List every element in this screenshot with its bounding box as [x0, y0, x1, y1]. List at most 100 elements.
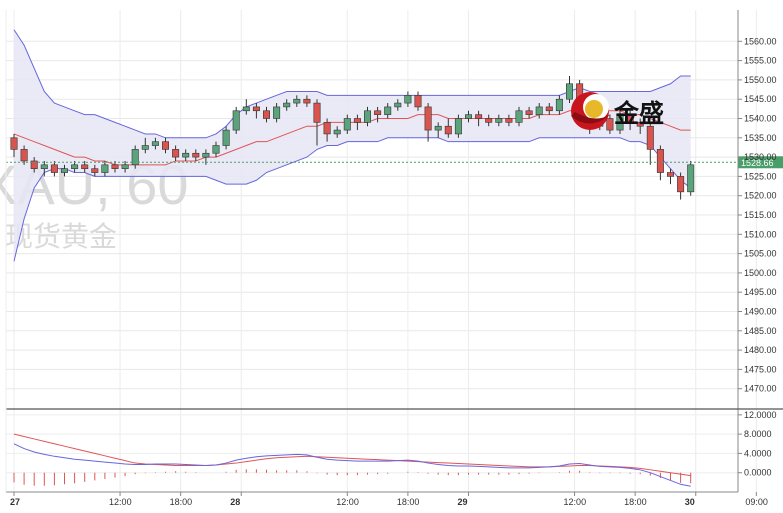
candle-body — [666, 172, 674, 177]
y-tick-label: 1495.00 — [744, 287, 777, 297]
candle — [424, 103, 432, 142]
lower-band-line — [13, 137, 692, 262]
candle — [151, 137, 159, 150]
y-tick-label: 1560.00 — [744, 36, 777, 46]
candle — [677, 172, 685, 200]
candle-body — [555, 98, 563, 112]
x-tick-label: 12:00 — [564, 497, 587, 507]
candle-body — [505, 118, 513, 123]
candle-body — [81, 164, 89, 169]
macd-y-tick-label: 4.0000 — [744, 448, 772, 458]
candle-body — [212, 145, 220, 154]
candle-body — [343, 118, 351, 131]
candle — [646, 122, 654, 165]
candle — [162, 137, 170, 154]
y-tick-label: 1540.00 — [744, 114, 777, 124]
y-tick-label: 1500.00 — [744, 268, 777, 278]
candle-body — [525, 110, 533, 115]
candle-body — [222, 129, 230, 146]
candle — [616, 106, 624, 134]
candle-body — [454, 118, 462, 135]
candle — [475, 110, 483, 127]
y-tick-label: 1470.00 — [744, 384, 777, 394]
candle — [172, 145, 180, 161]
x-tick-label: 29 — [458, 497, 468, 507]
candle-body — [91, 168, 99, 173]
jinsheng-logo: 金盛 — [571, 92, 664, 130]
candle — [515, 106, 523, 127]
candle-body — [232, 110, 240, 131]
candle — [81, 160, 89, 173]
candle-body — [687, 164, 695, 193]
candle-body — [121, 164, 129, 169]
x-tick-label: 28 — [230, 497, 240, 507]
candle — [212, 141, 220, 158]
candle-body — [71, 164, 79, 169]
candle-body — [606, 118, 614, 131]
band-fill — [14, 29, 691, 262]
candle-body — [545, 106, 553, 112]
y-tick-label: 1480.00 — [744, 345, 777, 355]
candle-body — [40, 164, 48, 169]
candle — [394, 99, 402, 111]
candle-body — [394, 102, 402, 108]
candle-body — [242, 106, 250, 112]
candle-body — [50, 164, 58, 173]
y-tick-label: 1525.00 — [744, 171, 777, 181]
macd-y-tick-label: 8.0000 — [744, 429, 772, 439]
candle-body — [475, 114, 483, 119]
candle — [333, 126, 341, 138]
candle — [242, 99, 250, 115]
y-tick-label: 1475.00 — [744, 364, 777, 374]
candle-body — [353, 118, 361, 123]
candle — [414, 91, 422, 111]
watermark-name: 现货黄金 — [5, 221, 117, 252]
candle — [374, 106, 382, 123]
candle-body — [535, 106, 543, 115]
candle — [252, 103, 260, 119]
candle — [525, 106, 533, 119]
candle-body — [636, 122, 644, 127]
candle-body — [414, 95, 422, 108]
y-tick-label: 1535.00 — [744, 133, 777, 143]
candle-body — [303, 98, 311, 104]
candle-body — [333, 129, 341, 135]
candle — [606, 114, 614, 134]
candle-body — [515, 110, 523, 123]
candle — [222, 126, 230, 150]
candle-body — [323, 122, 331, 135]
x-tick-label: 09:00 — [745, 497, 768, 507]
candle — [353, 114, 361, 131]
macd-y-tick-label: 0.0000 — [744, 468, 772, 478]
x-tick-label: 18:00 — [397, 497, 420, 507]
candle-body — [444, 125, 452, 135]
y-tick-label: 1485.00 — [744, 326, 777, 336]
candle-body — [384, 106, 392, 115]
candle — [464, 110, 472, 123]
candle — [121, 160, 129, 173]
candle — [434, 122, 442, 138]
jinsheng-logo-icon — [571, 92, 611, 130]
candle — [505, 114, 513, 127]
logo-text: 金盛 — [613, 99, 664, 128]
y-tick-label: 1520.00 — [744, 191, 777, 201]
candle — [535, 103, 543, 119]
candle — [91, 164, 99, 177]
macd-y-tick-label: 12.0000 — [744, 410, 777, 420]
candle — [293, 95, 301, 107]
candle — [60, 164, 68, 177]
candle-body — [10, 137, 18, 150]
candle-body — [363, 110, 371, 123]
candle — [303, 95, 311, 107]
macd-line — [13, 443, 691, 487]
candle — [283, 99, 291, 111]
candle — [323, 118, 331, 142]
candle — [666, 168, 674, 185]
candle — [656, 145, 664, 181]
y-tick-label: 1530.00 — [744, 152, 777, 162]
candle-body — [131, 149, 139, 166]
candle — [636, 118, 644, 134]
candle-body — [111, 164, 119, 169]
candle-body — [252, 106, 260, 112]
candle — [30, 157, 38, 173]
